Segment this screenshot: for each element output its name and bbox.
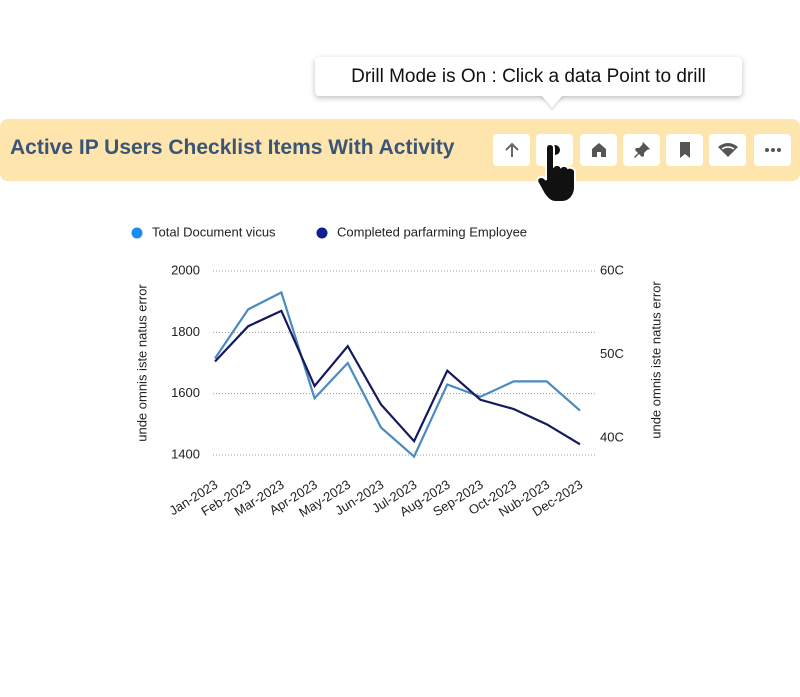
bookmark-button[interactable] (666, 134, 703, 166)
y2-tick-label: 60C (600, 262, 624, 277)
wifi-button[interactable] (709, 134, 746, 166)
y-tick-label: 1600 (171, 385, 200, 400)
y-tick-label: 1800 (171, 324, 200, 339)
icon (504, 142, 519, 157)
drill-tooltip: Drill Mode is On : Click a data Point to… (315, 57, 742, 96)
y2-tick-label: 50C (600, 346, 624, 361)
icon (679, 142, 690, 158)
y-axis-title: unde omnis iste natus error (134, 284, 149, 442)
more-button[interactable] (754, 134, 791, 166)
legend-label: Completed parfarming Employee (337, 224, 527, 239)
y-tick-label: 2000 (171, 262, 200, 277)
header-title: Active IP Users Checklist Items With Act… (10, 136, 455, 159)
series-line (214, 309, 581, 446)
icon (633, 142, 650, 158)
y2-tick-label: 40C (600, 430, 624, 445)
y-tick-label: 1400 (171, 446, 200, 461)
drill-up-button[interactable] (493, 134, 530, 166)
icon (764, 148, 781, 152)
tooltip-pointer (541, 95, 563, 108)
pin-button[interactable] (623, 134, 660, 166)
icon (591, 143, 606, 157)
icon (717, 143, 738, 157)
header-bar: Active IP Users Checklist Items With Act… (0, 119, 800, 181)
home-button[interactable] (580, 134, 617, 166)
series-line (214, 290, 581, 459)
y2-axis-title: unde omnis iste natus error (648, 281, 663, 439)
legend-marker (131, 227, 143, 239)
legend-label: Total Document vicus (152, 224, 276, 239)
legend-marker (316, 227, 328, 239)
hand-cursor (536, 142, 576, 203)
